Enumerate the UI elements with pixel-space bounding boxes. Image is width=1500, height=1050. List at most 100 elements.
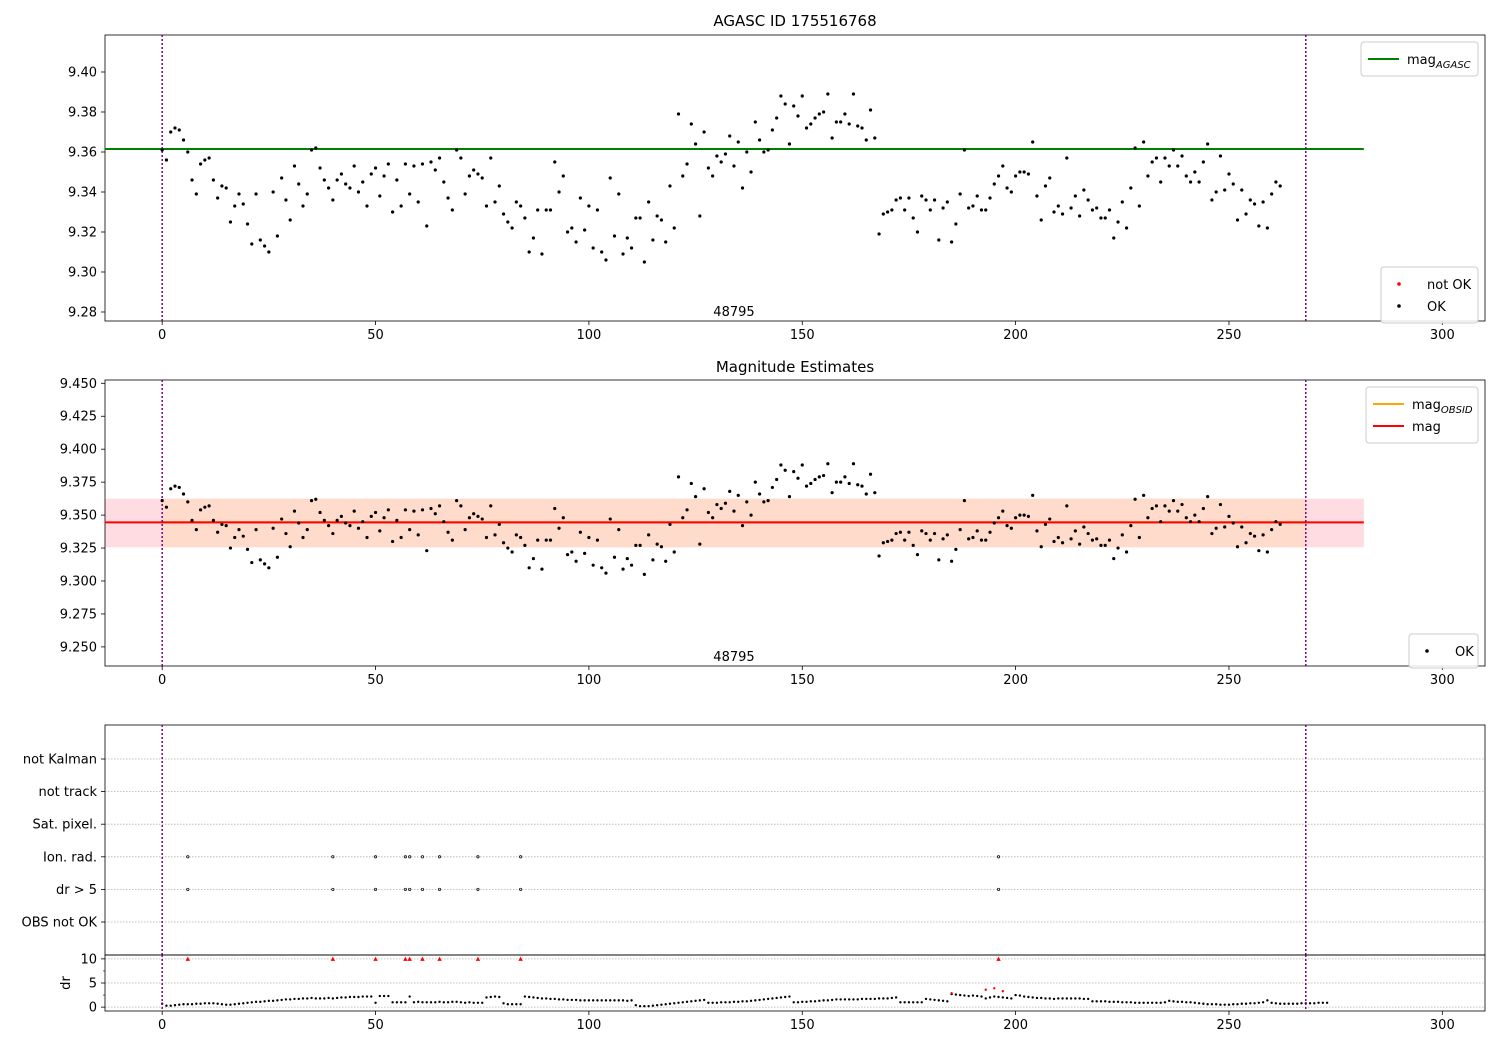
dr-point <box>1197 1002 1201 1005</box>
dr-point <box>408 995 411 998</box>
dr-point <box>527 995 531 999</box>
data-point <box>1218 154 1223 158</box>
data-point <box>416 200 420 204</box>
data-point <box>335 178 339 182</box>
data-point <box>664 559 668 563</box>
data-point <box>480 517 484 521</box>
data-point <box>301 204 305 208</box>
dr-point <box>459 1001 463 1004</box>
data-point <box>1146 174 1150 178</box>
flag-point <box>403 855 407 859</box>
data-point <box>890 208 894 212</box>
data-point <box>267 250 271 254</box>
data-point <box>190 518 194 522</box>
data-point <box>442 520 446 524</box>
data-point <box>361 180 365 184</box>
dr-point <box>1048 997 1051 1000</box>
dr-clipped-marker <box>185 956 190 961</box>
data-point <box>954 222 958 226</box>
dr-point <box>1142 1001 1145 1004</box>
data-point <box>1031 140 1035 144</box>
dr-point <box>374 1001 377 1004</box>
data-point <box>472 168 476 172</box>
dr-point <box>438 1000 441 1004</box>
dr-point <box>1150 1001 1154 1004</box>
data-point <box>1210 198 1214 202</box>
dr-point <box>1146 1001 1150 1004</box>
dr-point <box>847 998 851 1001</box>
dr-point <box>493 995 497 998</box>
data-point <box>860 484 864 488</box>
data-point <box>1014 174 1018 178</box>
data-point <box>561 174 565 178</box>
data-point <box>988 530 992 534</box>
dr-point <box>788 995 791 998</box>
data-point <box>1090 208 1095 212</box>
flag-point <box>331 855 335 859</box>
data-point <box>651 238 655 242</box>
dr-point <box>391 1001 394 1004</box>
data-point <box>578 530 582 534</box>
dr-point <box>1121 1001 1124 1004</box>
dr-point <box>809 1000 812 1003</box>
dr-point <box>929 998 932 1001</box>
dr-point <box>771 997 774 1000</box>
data-point <box>723 501 728 505</box>
data-point <box>1120 533 1124 537</box>
data-point <box>634 216 638 220</box>
data-point <box>1116 546 1120 550</box>
legend-label: magAGASC <box>1407 53 1471 71</box>
data-point <box>280 517 284 521</box>
data-point <box>1129 186 1133 190</box>
data-point <box>689 481 693 486</box>
flag-point <box>476 855 480 859</box>
data-point <box>181 138 186 142</box>
x-tick-label: 300 <box>1430 1018 1455 1033</box>
dr-point <box>165 1004 168 1007</box>
data-point <box>506 546 510 550</box>
dr-clipped-marker <box>437 956 442 961</box>
dr-point <box>958 993 962 997</box>
data-point <box>796 476 800 480</box>
data-point <box>173 126 177 130</box>
dr-point <box>830 998 834 1002</box>
dr-point <box>877 997 881 1000</box>
data-point <box>728 134 732 138</box>
data-point <box>493 200 497 204</box>
data-point <box>749 513 753 517</box>
legend-estimates <box>1365 386 1479 444</box>
dr-point <box>1287 1002 1290 1005</box>
data-point <box>1163 504 1167 508</box>
data-point <box>1078 214 1082 218</box>
data-point <box>1107 538 1112 542</box>
data-point <box>757 492 762 496</box>
data-point <box>382 174 386 178</box>
data-point <box>1159 180 1163 184</box>
chart-title-agasc: AGASC ID 175516768 <box>713 12 876 30</box>
data-point <box>352 164 356 168</box>
dr-point <box>933 998 936 1002</box>
data-point <box>800 94 804 98</box>
data-point <box>1240 188 1244 192</box>
dr-point <box>481 1001 484 1004</box>
data-point <box>975 194 979 198</box>
dr-point <box>472 1001 475 1004</box>
dr-point <box>220 1003 224 1006</box>
legend-label: OK <box>1455 645 1474 660</box>
data-point <box>1099 543 1103 548</box>
data-point <box>186 150 190 154</box>
data-point <box>958 527 962 532</box>
dr-point <box>899 1001 902 1004</box>
dr-point <box>1027 995 1030 999</box>
legend-label: mag <box>1412 420 1441 435</box>
dr-point <box>1108 1000 1111 1004</box>
legend-status <box>1408 633 1479 669</box>
data-point <box>766 148 770 152</box>
data-point <box>1018 170 1022 174</box>
dr-point <box>510 1003 514 1006</box>
data-point <box>489 156 493 160</box>
data-point <box>1188 520 1193 524</box>
data-point <box>233 204 237 208</box>
dr-point <box>566 998 569 1002</box>
